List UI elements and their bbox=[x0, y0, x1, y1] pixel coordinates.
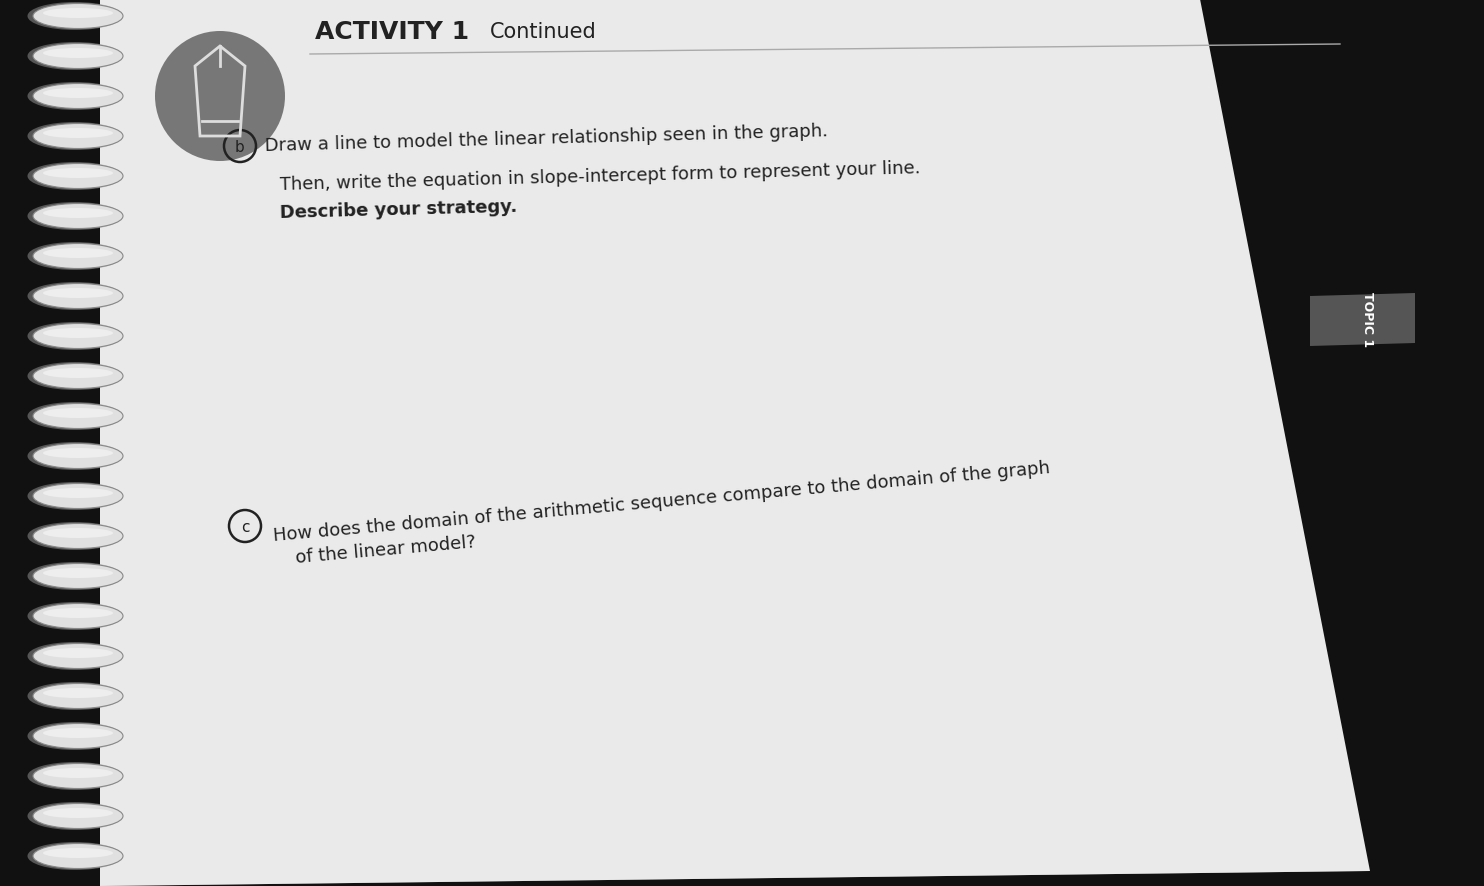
Ellipse shape bbox=[28, 362, 123, 391]
Ellipse shape bbox=[28, 3, 123, 31]
Ellipse shape bbox=[28, 203, 123, 230]
Ellipse shape bbox=[43, 728, 113, 738]
Ellipse shape bbox=[33, 843, 123, 868]
Ellipse shape bbox=[43, 688, 113, 698]
Ellipse shape bbox=[28, 43, 123, 71]
Ellipse shape bbox=[33, 324, 123, 349]
Ellipse shape bbox=[28, 762, 123, 790]
Ellipse shape bbox=[28, 802, 123, 830]
Ellipse shape bbox=[33, 524, 123, 549]
Ellipse shape bbox=[33, 724, 123, 749]
Ellipse shape bbox=[43, 249, 113, 259]
Ellipse shape bbox=[33, 604, 123, 629]
Ellipse shape bbox=[43, 89, 113, 99]
Ellipse shape bbox=[28, 123, 123, 151]
Ellipse shape bbox=[43, 609, 113, 618]
Ellipse shape bbox=[28, 483, 123, 510]
Ellipse shape bbox=[33, 804, 123, 828]
Ellipse shape bbox=[28, 722, 123, 750]
Ellipse shape bbox=[43, 768, 113, 778]
Ellipse shape bbox=[43, 209, 113, 219]
Text: How does the domain of the arithmetic sequence compare to the domain of the grap: How does the domain of the arithmetic se… bbox=[272, 459, 1051, 544]
Ellipse shape bbox=[28, 402, 123, 431]
Circle shape bbox=[154, 32, 285, 162]
Ellipse shape bbox=[43, 568, 113, 579]
Ellipse shape bbox=[33, 444, 123, 469]
Ellipse shape bbox=[43, 289, 113, 299]
Ellipse shape bbox=[43, 408, 113, 418]
Ellipse shape bbox=[33, 684, 123, 709]
Ellipse shape bbox=[43, 488, 113, 499]
Ellipse shape bbox=[33, 484, 123, 509]
Ellipse shape bbox=[33, 164, 123, 190]
Ellipse shape bbox=[33, 84, 123, 109]
Ellipse shape bbox=[33, 364, 123, 389]
Ellipse shape bbox=[28, 682, 123, 711]
Ellipse shape bbox=[33, 124, 123, 150]
Ellipse shape bbox=[43, 49, 113, 59]
Polygon shape bbox=[1310, 293, 1416, 346]
Ellipse shape bbox=[33, 404, 123, 429]
Ellipse shape bbox=[43, 528, 113, 539]
Ellipse shape bbox=[28, 642, 123, 670]
Text: Draw a line to model the linear relationship seen in the graph.: Draw a line to model the linear relation… bbox=[266, 122, 828, 155]
Text: Continued: Continued bbox=[490, 22, 597, 42]
Ellipse shape bbox=[28, 602, 123, 630]
Polygon shape bbox=[99, 0, 1370, 886]
Ellipse shape bbox=[43, 369, 113, 378]
Text: TOPIC 1: TOPIC 1 bbox=[1361, 292, 1374, 347]
Ellipse shape bbox=[43, 848, 113, 858]
Text: b: b bbox=[234, 139, 245, 154]
Ellipse shape bbox=[33, 205, 123, 229]
Text: c: c bbox=[240, 519, 249, 534]
Ellipse shape bbox=[33, 284, 123, 309]
Ellipse shape bbox=[43, 649, 113, 658]
Ellipse shape bbox=[28, 243, 123, 271]
Ellipse shape bbox=[43, 448, 113, 458]
Ellipse shape bbox=[28, 563, 123, 590]
Ellipse shape bbox=[43, 808, 113, 818]
Polygon shape bbox=[1201, 0, 1484, 886]
Ellipse shape bbox=[33, 764, 123, 789]
Ellipse shape bbox=[43, 169, 113, 179]
Ellipse shape bbox=[28, 842, 123, 870]
Ellipse shape bbox=[33, 4, 123, 29]
Ellipse shape bbox=[33, 245, 123, 269]
Ellipse shape bbox=[43, 128, 113, 139]
Text: ACTIVITY 1: ACTIVITY 1 bbox=[315, 20, 469, 44]
Ellipse shape bbox=[33, 644, 123, 669]
Text: Then, write the equation in slope-intercept form to represent your line.: Then, write the equation in slope-interc… bbox=[280, 159, 922, 194]
Ellipse shape bbox=[28, 163, 123, 190]
Ellipse shape bbox=[28, 442, 123, 470]
Text: of the linear model?: of the linear model? bbox=[295, 532, 476, 566]
Ellipse shape bbox=[33, 563, 123, 589]
Ellipse shape bbox=[33, 44, 123, 69]
Polygon shape bbox=[99, 0, 1370, 886]
Ellipse shape bbox=[43, 9, 113, 19]
Text: Describe your strategy.: Describe your strategy. bbox=[280, 198, 518, 222]
Ellipse shape bbox=[43, 329, 113, 338]
Ellipse shape bbox=[28, 283, 123, 311]
Ellipse shape bbox=[28, 523, 123, 550]
Ellipse shape bbox=[28, 83, 123, 111]
Ellipse shape bbox=[28, 323, 123, 351]
